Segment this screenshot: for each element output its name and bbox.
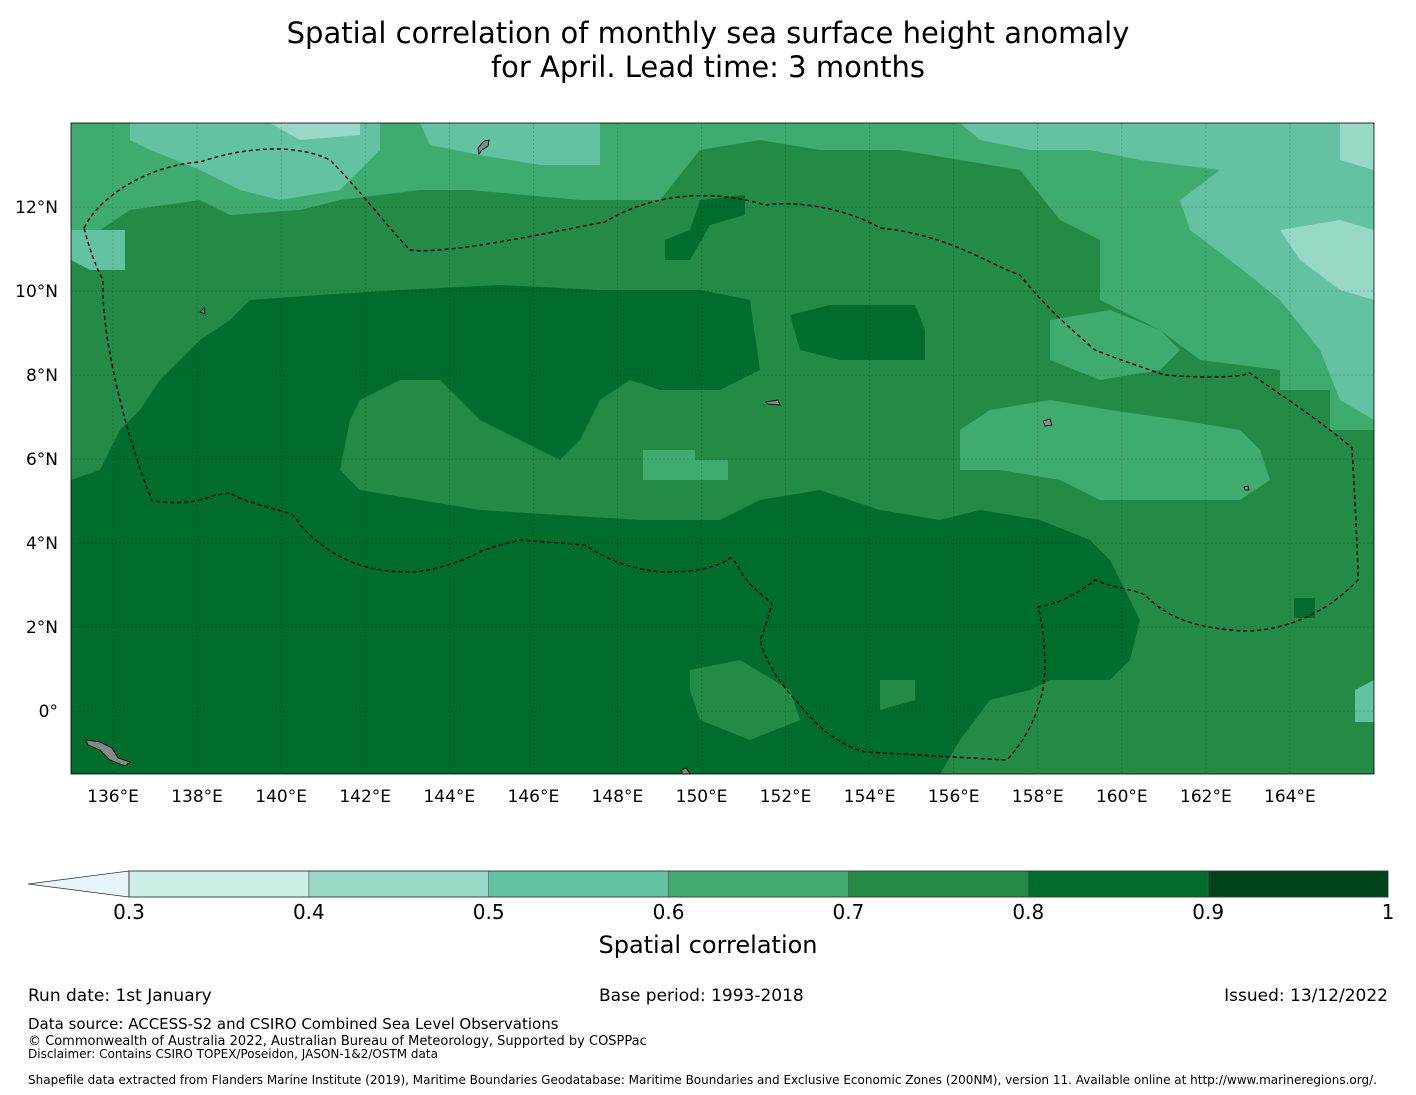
island-pohnpei <box>1042 418 1053 427</box>
land-islands <box>85 139 1250 775</box>
disclaimer: Disclaimer: Contains CSIRO TOPEX/Poseido… <box>28 1047 438 1061</box>
island-chuuk <box>765 399 781 406</box>
field-region-0.5-se <box>1355 680 1374 722</box>
colorbar-label: 1 <box>1381 900 1395 924</box>
colorbar-extend-arrow <box>27 870 130 898</box>
gridlines <box>71 123 1374 774</box>
colorbar-segments <box>128 870 1389 898</box>
colorbar-label: 0.6 <box>652 900 685 924</box>
latitude-tick-labels: 12°N 10°N 8°N 6°N 4°N 2°N 0° <box>15 198 58 722</box>
colorbar-label: 0.9 <box>1192 900 1225 924</box>
colorbar-label: 0.8 <box>1012 900 1045 924</box>
map-frame <box>70 122 1375 775</box>
field-region-0.8-central-north <box>790 305 925 360</box>
correlation-field <box>71 123 1374 774</box>
colorbar-segment <box>308 870 490 898</box>
field-region-0.7-south <box>690 660 800 740</box>
field-region-0.8-ne-patch <box>665 195 745 260</box>
colorbar-segment <box>488 870 669 898</box>
island-guam <box>477 139 490 155</box>
lon-tick-label: 158°E <box>1012 787 1064 807</box>
lon-tick-label: 142°E <box>339 787 391 807</box>
lat-tick-label: 2°N <box>26 618 58 638</box>
field-region-0.6-east <box>960 400 1270 500</box>
island-yap <box>199 307 206 315</box>
field-region-0.5-nw <box>130 123 380 200</box>
lon-tick-label: 138°E <box>171 787 223 807</box>
field-region-0.6-east-2 <box>1050 310 1180 380</box>
base-period: Base period: 1993-2018 <box>599 986 804 1006</box>
lon-tick-label: 140°E <box>255 787 307 807</box>
issued-date: Issued: 13/12/2022 <box>1224 986 1388 1006</box>
lon-tick-label: 152°E <box>760 787 812 807</box>
data-source: Data source: ACCESS-S2 and CSIRO Combine… <box>28 1015 559 1033</box>
lat-tick-label: 10°N <box>15 282 58 302</box>
lon-tick-label: 154°E <box>844 787 896 807</box>
colorbar-frame <box>128 870 1389 898</box>
lon-tick-label: 136°E <box>87 787 139 807</box>
colorbar <box>27 870 1389 898</box>
chart-title-line1: Spatial correlation of monthly sea surfa… <box>286 16 1130 50</box>
lon-tick-label: 150°E <box>676 787 728 807</box>
colorbar-label: 0.5 <box>472 900 505 924</box>
lon-tick-label: 160°E <box>1096 787 1148 807</box>
lat-tick-label: 12°N <box>15 198 58 218</box>
run-date: Run date: 1st January <box>28 986 212 1006</box>
eez-boundaries <box>83 148 1359 761</box>
lon-tick-label: 162°E <box>1180 787 1232 807</box>
lat-tick-label: 4°N <box>26 534 58 554</box>
lat-tick-label: 6°N <box>26 450 58 470</box>
map-figure: 136°E 138°E 140°E 142°E 144°E 146°E 148°E 150°E… <box>15 122 1375 807</box>
field-region-0.5-ne <box>960 123 1374 420</box>
field-region-0.7-south-center <box>880 680 915 710</box>
colorbar-segment <box>668 870 849 898</box>
field-region-0.6-patch <box>643 450 728 480</box>
chart-title-line2: for April. Lead time: 3 months <box>490 50 926 84</box>
colorbar-label: 0.3 <box>113 900 145 924</box>
colorbar-title: Spatial correlation <box>598 931 818 959</box>
lon-tick-label: 146°E <box>508 787 560 807</box>
lat-tick-label: 8°N <box>26 366 58 386</box>
colorbar-segment <box>1207 870 1389 898</box>
eez-boundary-west <box>83 148 1359 761</box>
lon-tick-label: 156°E <box>928 787 980 807</box>
lon-tick-label: 148°E <box>592 787 644 807</box>
colorbar-segment <box>848 870 1029 898</box>
copyright: © Commonwealth of Australia 2022, Austra… <box>28 1034 647 1049</box>
longitude-tick-labels: 136°E 138°E 140°E 142°E 144°E 146°E 148°E 150°E… <box>87 787 1316 807</box>
field-region-0.8-interior <box>71 285 1140 774</box>
lon-tick-label: 144°E <box>423 787 475 807</box>
field-region-0.4-nw <box>270 123 360 140</box>
shapefile-credit: Shapefile data extracted from Flanders M… <box>28 1073 1377 1087</box>
colorbar-label: 0.4 <box>292 900 325 924</box>
field-region-0.6-west <box>71 230 125 270</box>
colorbar-segment <box>1027 870 1209 898</box>
island-new-guinea <box>85 739 131 767</box>
island-kosrae <box>1243 485 1250 491</box>
field-region-0.4-ne <box>1280 220 1374 300</box>
field-region-0.6-north <box>71 123 1374 430</box>
colorbar-label: 0.7 <box>832 900 865 924</box>
field-region-0.4-ne-corner <box>1340 123 1374 170</box>
field-region-0.8-east-patch <box>1294 598 1315 618</box>
lon-tick-label: 164°E <box>1264 787 1316 807</box>
colorbar-segment <box>128 870 310 898</box>
lat-tick-label: 0° <box>39 702 58 722</box>
field-region-0.5-n <box>420 123 600 165</box>
